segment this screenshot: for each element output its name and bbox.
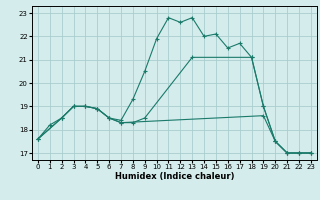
X-axis label: Humidex (Indice chaleur): Humidex (Indice chaleur) xyxy=(115,172,234,181)
